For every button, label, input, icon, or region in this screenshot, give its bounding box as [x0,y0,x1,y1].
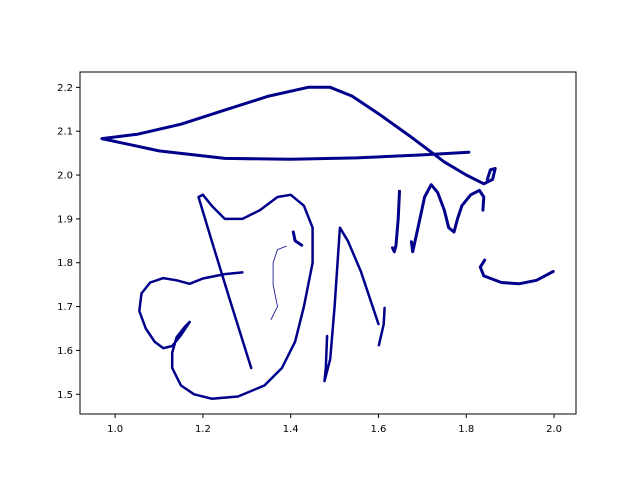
x-tick-label: 1.8 [458,424,474,435]
stroke-7 [391,189,401,254]
x-tick-label: 1.0 [107,424,123,435]
stroke-1 [100,85,497,186]
x-axis: 1.0 1.2 1.4 1.6 1.8 2.0 [107,414,562,435]
y-tick-label: 1.7 [57,302,73,313]
x-tick-label: 1.6 [371,424,387,435]
stroke-9 [478,258,555,286]
stroke-6 [377,306,386,347]
y-tick-label: 2.1 [57,127,73,138]
stroke-3 [270,245,287,321]
y-tick-label: 1.8 [57,258,73,269]
y-tick-label: 2.2 [57,83,73,94]
y-tick-label: 2.0 [57,171,73,182]
x-tick-label: 2.0 [546,424,562,435]
stroke-2 [138,193,314,400]
y-tick-label: 1.9 [57,214,73,225]
y-tick-label: 1.5 [57,390,73,401]
stroke-5 [323,226,380,383]
strokes-layer [100,85,555,400]
plot-frame [79,71,577,415]
y-axis: 1.5 1.6 1.7 1.8 1.9 2.0 2.1 2.2 [57,83,80,401]
stroke-4 [291,230,304,247]
x-tick-label: 1.2 [195,424,211,435]
y-tick-label: 1.6 [57,346,73,357]
x-tick-label: 1.4 [283,424,299,435]
stroke-8 [409,183,486,254]
